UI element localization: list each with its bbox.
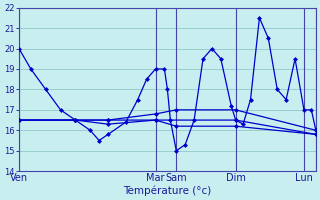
X-axis label: Température (°c): Température (°c) (123, 185, 212, 196)
